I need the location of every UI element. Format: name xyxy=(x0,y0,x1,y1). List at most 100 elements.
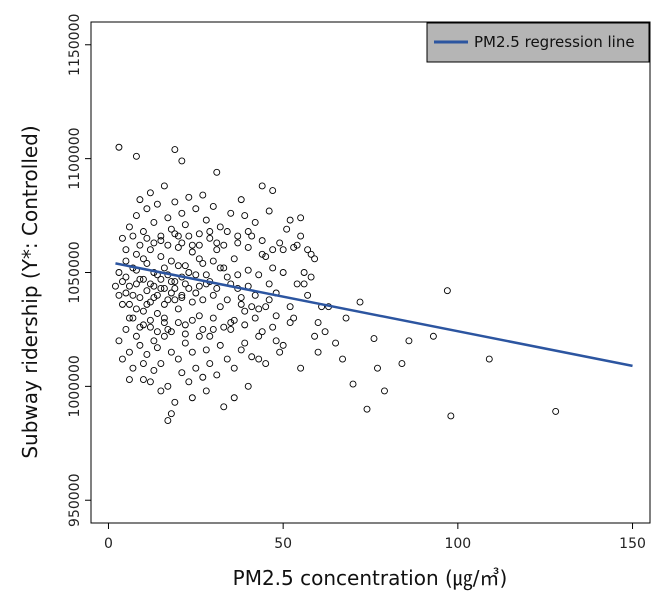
data-point xyxy=(118,355,126,363)
data-point xyxy=(269,323,277,331)
data-point xyxy=(202,387,210,395)
data-point xyxy=(272,337,280,345)
data-point xyxy=(195,241,203,249)
data-point xyxy=(143,351,151,358)
data-point xyxy=(174,355,182,363)
data-point xyxy=(279,341,287,349)
data-point xyxy=(167,225,175,233)
data-point xyxy=(258,328,266,336)
data-point xyxy=(139,376,147,383)
data-point xyxy=(209,257,217,265)
data-point xyxy=(311,255,319,263)
data-point xyxy=(146,246,154,254)
data-point xyxy=(171,284,179,292)
data-point xyxy=(136,241,144,249)
data-point xyxy=(118,278,126,286)
data-point xyxy=(150,239,158,247)
data-point xyxy=(129,232,137,240)
data-point xyxy=(304,246,312,254)
data-point xyxy=(356,298,364,306)
x-axis-title: PM2.5 concentration (㎍/㎥) xyxy=(233,566,508,590)
data-point xyxy=(290,314,298,322)
data-point xyxy=(146,298,154,306)
data-point xyxy=(164,296,172,304)
data-point xyxy=(258,237,266,245)
data-point xyxy=(157,284,165,292)
data-point xyxy=(129,364,137,372)
data-point xyxy=(115,269,123,276)
data-point xyxy=(132,152,140,160)
data-point xyxy=(178,239,186,247)
data-point xyxy=(265,280,273,288)
data-point xyxy=(300,269,308,276)
data-point xyxy=(122,273,130,281)
data-point xyxy=(297,364,305,372)
data-point xyxy=(129,291,137,299)
data-point xyxy=(136,323,144,331)
data-point xyxy=(136,275,144,283)
y-tick-label: 1000000 xyxy=(67,355,83,417)
data-point xyxy=(150,294,158,301)
data-point xyxy=(122,257,130,265)
data-point xyxy=(122,289,130,297)
data-point xyxy=(370,335,378,342)
data-point xyxy=(174,232,182,240)
data-point xyxy=(237,346,245,354)
data-point xyxy=(213,371,221,379)
data-point xyxy=(122,325,130,333)
data-point xyxy=(136,196,144,204)
data-point xyxy=(174,319,182,327)
regression-line-layer xyxy=(115,262,633,368)
data-point xyxy=(216,303,224,311)
data-point xyxy=(552,407,560,415)
data-point xyxy=(248,353,256,361)
data-point xyxy=(304,291,312,299)
data-point xyxy=(160,182,168,190)
data-point xyxy=(192,289,200,297)
data-point xyxy=(146,316,154,324)
data-point xyxy=(167,278,175,286)
x-tick-label: 100 xyxy=(444,536,471,552)
data-point xyxy=(202,346,210,354)
data-point xyxy=(220,403,228,411)
data-point xyxy=(206,332,214,340)
data-point xyxy=(143,259,151,267)
data-point xyxy=(181,339,189,347)
data-point xyxy=(220,241,228,249)
data-point xyxy=(122,246,130,254)
data-point xyxy=(269,187,277,194)
data-point xyxy=(307,273,315,281)
data-point xyxy=(167,410,175,418)
x-tick-label: 50 xyxy=(274,536,292,552)
data-point xyxy=(279,246,287,254)
data-point xyxy=(181,280,189,288)
scatter-points xyxy=(112,143,560,424)
data-point xyxy=(195,312,203,320)
data-point xyxy=(199,373,207,381)
data-point xyxy=(258,250,266,258)
data-point xyxy=(139,321,147,329)
data-point xyxy=(174,262,182,270)
data-point xyxy=(332,339,340,347)
data-point xyxy=(255,332,263,340)
data-point xyxy=(188,241,196,249)
data-point xyxy=(160,284,168,292)
data-point xyxy=(157,232,165,240)
data-point xyxy=(157,275,165,283)
data-point xyxy=(251,314,259,322)
data-point xyxy=(342,314,350,322)
data-point xyxy=(262,253,270,261)
data-point xyxy=(115,337,123,345)
data-point xyxy=(160,314,168,322)
data-point xyxy=(181,221,189,229)
data-point xyxy=(429,332,437,340)
data-point xyxy=(181,262,189,270)
data-point xyxy=(157,237,165,245)
data-point xyxy=(153,200,161,208)
data-point xyxy=(139,275,147,283)
data-point xyxy=(150,366,158,374)
data-point xyxy=(195,255,203,263)
data-point xyxy=(237,300,245,308)
y-axis-title: Subway ridership (Y*: Controlled) xyxy=(18,125,42,458)
